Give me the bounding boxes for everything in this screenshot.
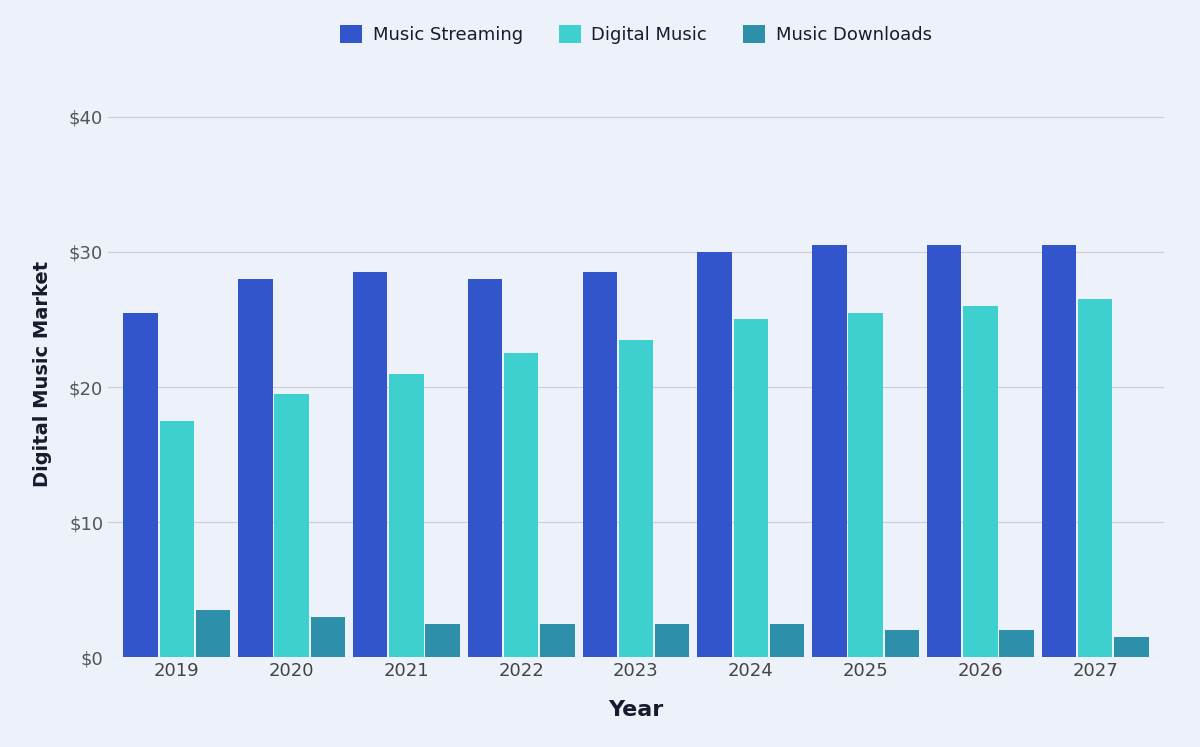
Bar — [425, 624, 460, 657]
Bar — [196, 610, 230, 657]
Bar — [124, 313, 158, 657]
Bar — [311, 617, 346, 657]
Bar — [540, 624, 575, 657]
Y-axis label: Digital Music Market: Digital Music Market — [34, 261, 53, 486]
Bar — [848, 313, 883, 657]
Bar — [160, 421, 194, 657]
Bar — [468, 279, 503, 657]
Bar — [353, 272, 388, 657]
Bar — [1042, 245, 1076, 657]
Bar — [619, 340, 653, 657]
Bar — [655, 624, 689, 657]
X-axis label: Year: Year — [608, 700, 664, 719]
Bar — [1078, 299, 1112, 657]
Bar — [583, 272, 617, 657]
Bar — [1114, 637, 1148, 657]
Bar — [275, 394, 308, 657]
Bar — [1000, 630, 1033, 657]
Bar — [884, 630, 919, 657]
Bar — [964, 306, 997, 657]
Bar — [769, 624, 804, 657]
Bar — [926, 245, 961, 657]
Bar — [697, 252, 732, 657]
Bar — [733, 320, 768, 657]
Bar — [812, 245, 847, 657]
Bar — [239, 279, 272, 657]
Bar — [389, 374, 424, 657]
Bar — [504, 353, 539, 657]
Legend: Music Streaming, Digital Music, Music Downloads: Music Streaming, Digital Music, Music Do… — [341, 25, 931, 44]
